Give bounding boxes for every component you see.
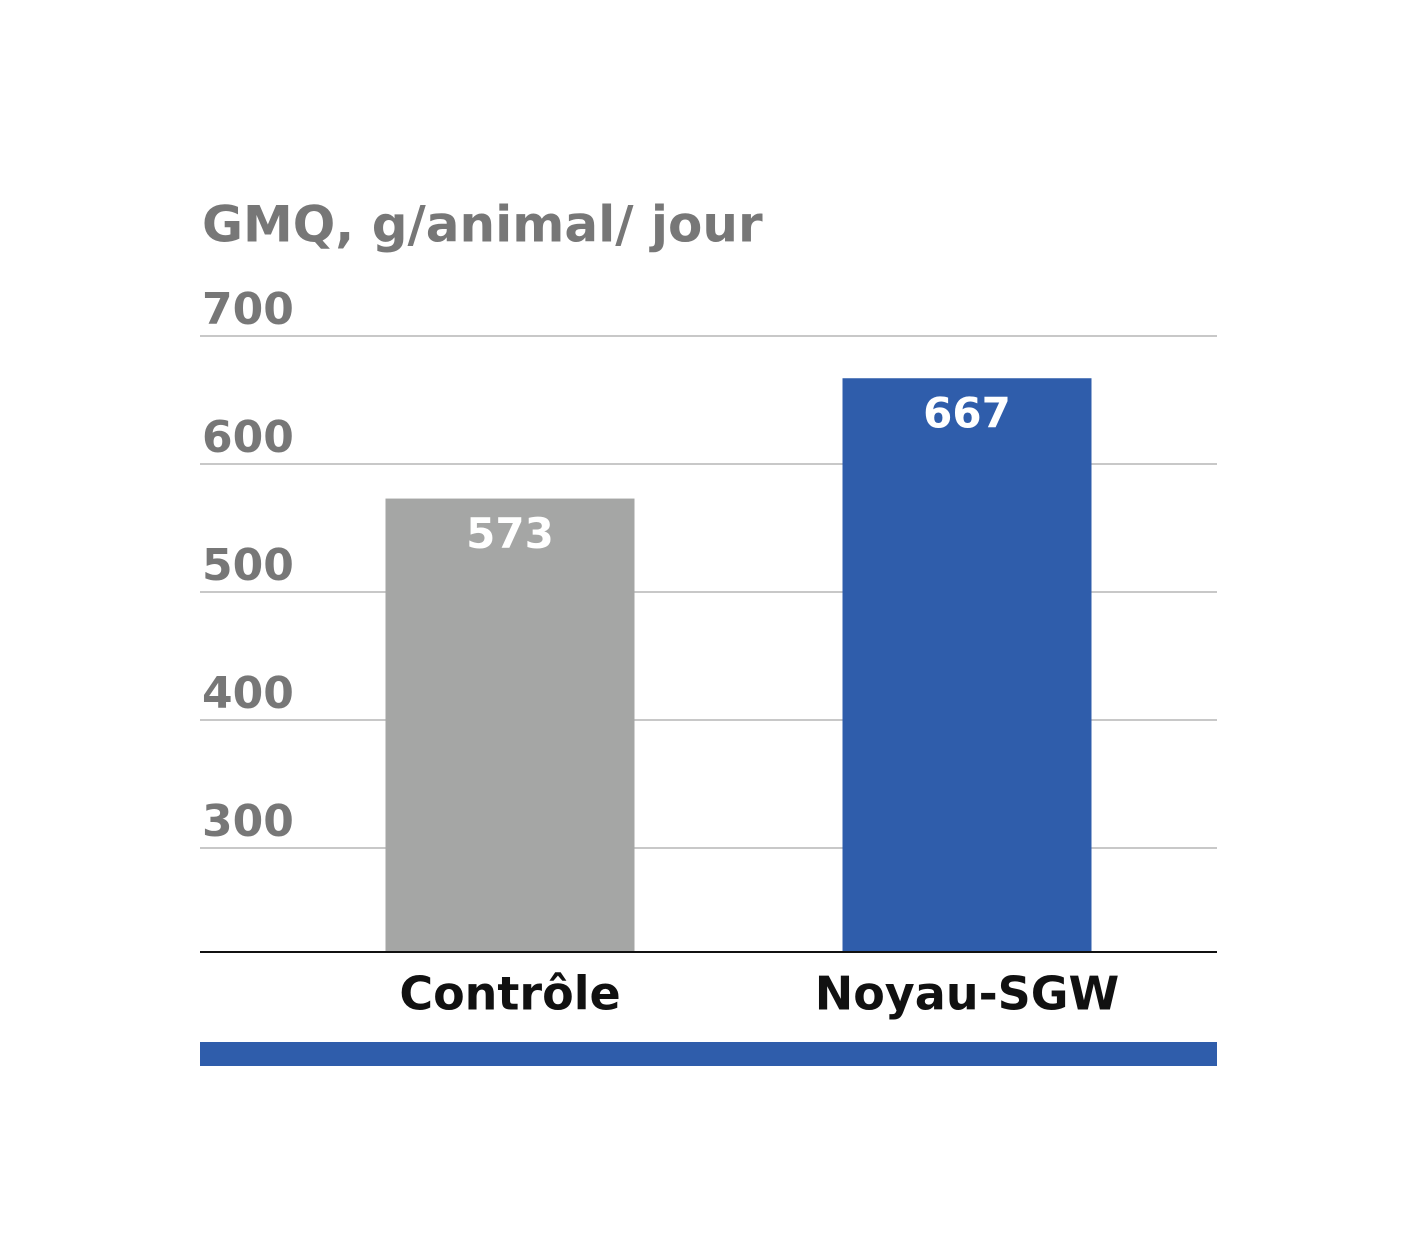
- value-label: 573: [466, 509, 554, 558]
- bar: [385, 498, 635, 952]
- footer-band: [200, 1042, 1217, 1066]
- chart-title: GMQ, g/animal/ jour: [202, 196, 763, 254]
- y-tick-label: 300: [202, 796, 294, 847]
- x-tick-label: Contrôle: [399, 967, 620, 1021]
- bar: [842, 378, 1092, 952]
- y-tick-label: 600: [202, 412, 294, 463]
- y-tick-label: 700: [202, 284, 294, 335]
- x-tick-label: Noyau-SGW: [815, 967, 1120, 1021]
- value-label: 667: [923, 389, 1011, 438]
- y-tick-label: 500: [202, 540, 294, 591]
- y-tick-label: 400: [202, 668, 294, 719]
